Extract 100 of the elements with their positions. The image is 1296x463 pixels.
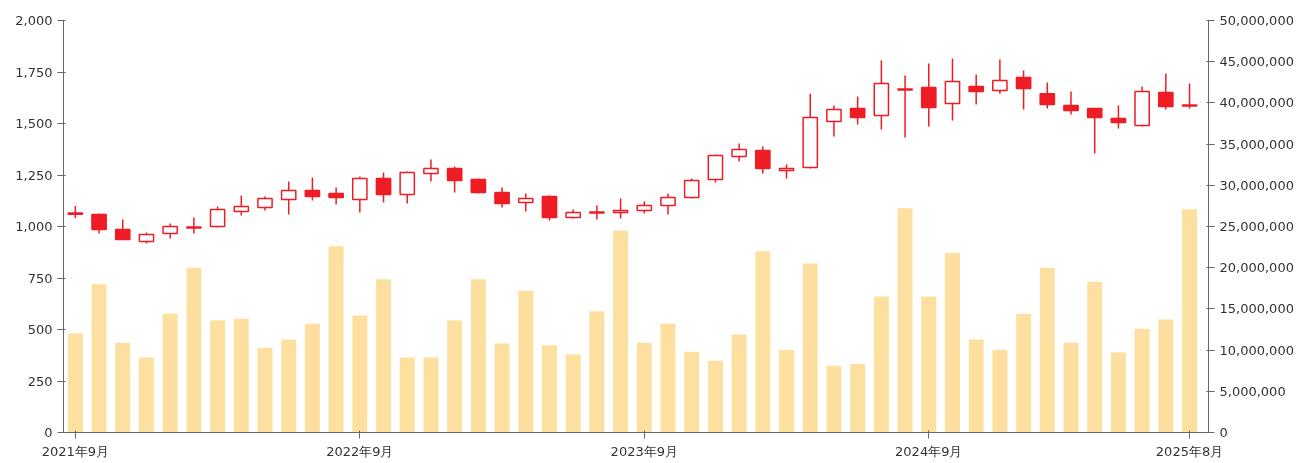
y2-tick-label: 10,000,000: [1219, 342, 1294, 358]
y2-tick-label: 20,000,000: [1219, 260, 1294, 276]
y2-tick-label: 30,000,000: [1219, 177, 1294, 193]
bar: [281, 339, 297, 433]
y-tick-label: 0: [44, 425, 53, 440]
bar: [447, 320, 463, 433]
candlestick: [304, 176, 321, 202]
y-tick-label: 1,750: [15, 64, 53, 80]
bar: [328, 246, 344, 433]
bar: [162, 313, 178, 433]
bar: [1158, 319, 1174, 433]
candlestick: [944, 57, 961, 122]
candlestick: [1015, 69, 1032, 111]
candlestick: [399, 170, 416, 205]
bar: [352, 315, 368, 433]
candlestick: [375, 171, 392, 204]
bar: [1087, 281, 1103, 433]
bar: [210, 320, 226, 433]
candlestick: [660, 192, 676, 216]
candlestick: [541, 194, 558, 222]
y2-tick-label: 40,000,000: [1219, 95, 1294, 111]
y2-tick-label: 0: [1219, 425, 1228, 440]
bar: [636, 342, 652, 433]
bar: [423, 357, 439, 433]
x-tick-label: 2023年9月: [610, 443, 678, 459]
candlestick: [897, 74, 913, 139]
candlestick: [826, 104, 842, 138]
bar: [921, 296, 937, 433]
x-tick-label: 2021年9月: [41, 443, 110, 459]
candlestick: [1110, 104, 1127, 130]
candlestick: [1157, 72, 1174, 111]
bar: [186, 267, 202, 433]
candlestick: [968, 73, 985, 106]
candlestick: [920, 62, 937, 128]
candlestick: [1039, 81, 1056, 110]
bar: [707, 360, 723, 433]
y2-tick-label: 25,000,000: [1219, 219, 1294, 234]
bar: [470, 279, 486, 433]
bar: [779, 350, 794, 433]
candlestick: [233, 194, 250, 217]
bar: [945, 252, 960, 433]
bar: [518, 290, 534, 433]
bar: [755, 251, 771, 433]
bar: [826, 365, 842, 433]
bar: [850, 364, 866, 433]
candlestick: [186, 216, 202, 235]
bar: [115, 342, 131, 433]
bar: [1182, 209, 1197, 433]
bar: [589, 311, 605, 433]
candlestick: [992, 58, 1008, 95]
bar: [233, 318, 249, 433]
candlestick: [754, 145, 771, 175]
x-tick-label: 2022年9月: [326, 443, 394, 459]
candlestick: [280, 180, 297, 216]
candlestick: [114, 218, 131, 241]
y-tick-label: 2,000: [15, 13, 53, 28]
bar: [992, 350, 1008, 433]
candlestick: [1063, 90, 1079, 116]
y-tick-label: 1,500: [15, 116, 53, 131]
candlestick: [849, 95, 866, 126]
bar: [802, 263, 818, 433]
y-tick-label: 1,000: [15, 219, 53, 234]
y2-tick-label: 5,000,000: [1219, 383, 1286, 399]
y-tick-label: 500: [27, 322, 53, 337]
x-tick-label: 2024年9月: [895, 443, 963, 459]
bar: [257, 347, 273, 433]
y-tick-label: 750: [27, 270, 53, 286]
bar: [613, 230, 629, 433]
candlestick: [731, 142, 747, 163]
candlestick: [494, 186, 510, 209]
bar: [304, 323, 320, 433]
bar: [565, 354, 581, 433]
candlestick: [1086, 107, 1103, 155]
candlestick: [209, 205, 226, 229]
y2-tick-label: 50,000,000: [1219, 13, 1294, 28]
candlestick: [1181, 82, 1198, 110]
candlestick: [351, 175, 368, 214]
bar: [731, 334, 747, 433]
x-tick-label: 2025年8月: [1155, 443, 1224, 459]
bar: [1134, 328, 1150, 433]
bar: [897, 208, 913, 433]
bar: [399, 357, 415, 433]
bar: [139, 357, 154, 433]
bar: [873, 296, 889, 433]
bar: [91, 284, 107, 433]
bar: [494, 343, 510, 433]
bar: [684, 351, 700, 433]
bar: [376, 279, 391, 433]
y-tick-label: 250: [27, 373, 53, 389]
bar: [660, 323, 676, 433]
y-tick-label: 1,250: [15, 167, 53, 183]
bar: [1110, 352, 1126, 433]
y2-tick-label: 45,000,000: [1219, 54, 1294, 70]
bar: [542, 345, 557, 433]
bar: [968, 339, 984, 433]
bar: [1039, 267, 1055, 433]
bar: [1016, 313, 1032, 433]
candlestick: [446, 165, 463, 194]
bar: [67, 333, 83, 433]
candlestick: [423, 158, 439, 183]
